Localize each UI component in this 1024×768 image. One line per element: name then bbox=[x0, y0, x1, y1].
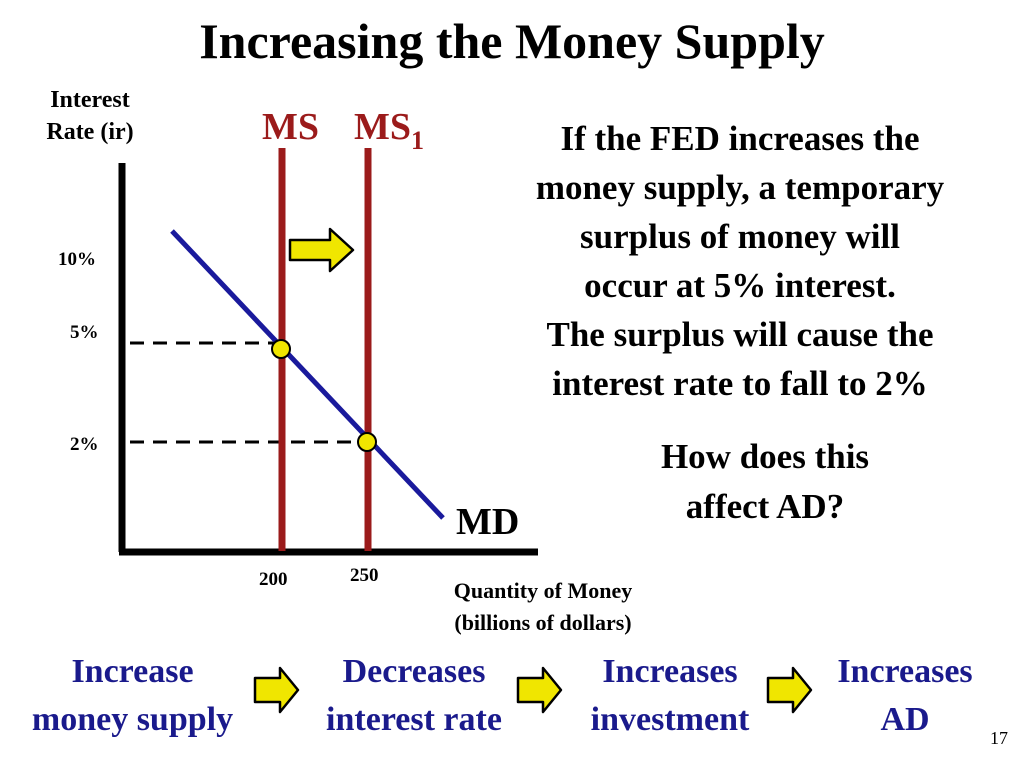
y-axis-label: Interest Rate (ir) bbox=[46, 87, 134, 146]
chain-step-decreases-interest-rate: Decreases interest rate bbox=[326, 653, 502, 738]
chain-step-increase-money-supply: Increase money supply bbox=[31, 653, 234, 738]
explanation-line: surplus of money will bbox=[580, 217, 900, 256]
md-label: MD bbox=[456, 501, 520, 543]
explanation-line: The surplus will cause the bbox=[546, 315, 934, 354]
chain-step-increases-investment: Increases investment bbox=[590, 653, 750, 738]
explanation-line: If the FED increases the bbox=[560, 119, 920, 158]
ms1-label-subscript: 1 bbox=[411, 126, 424, 155]
explanation-line: occur at 5% interest. bbox=[584, 266, 896, 305]
ms1-label: MS1 bbox=[354, 108, 424, 154]
slide-title: Increasing the Money Supply bbox=[199, 13, 825, 69]
shift-right-arrow bbox=[288, 227, 355, 273]
x-tick-250: 250 bbox=[350, 565, 379, 586]
explanation-line: interest rate to fall to 2% bbox=[552, 364, 928, 403]
x-axis-label: Quantity of Money (billions of dollars) bbox=[453, 578, 633, 635]
y-tick-5pct: 5% bbox=[70, 322, 99, 343]
equilibrium-point-initial bbox=[271, 339, 291, 359]
explanation-line: money supply, a temporary bbox=[535, 168, 945, 207]
explanation-text: If the FED increases the money supply, a… bbox=[460, 114, 1020, 408]
question-text: How does this affect AD? bbox=[660, 437, 870, 526]
chain-arrow-1 bbox=[253, 666, 300, 714]
equilibrium-point-new bbox=[357, 432, 377, 452]
chain-arrow-2 bbox=[516, 666, 563, 714]
y-tick-2pct: 2% bbox=[70, 434, 99, 455]
chain-step-increases-ad: Increases AD bbox=[837, 653, 973, 738]
ms1-label-main: MS bbox=[354, 106, 411, 148]
page-number: 17 bbox=[990, 728, 1008, 748]
x-tick-200: 200 bbox=[259, 569, 288, 590]
md-line bbox=[170, 229, 445, 520]
ms-label: MS bbox=[262, 106, 319, 148]
y-tick-10pct: 10% bbox=[58, 249, 96, 270]
chain-arrow-3 bbox=[766, 666, 813, 714]
